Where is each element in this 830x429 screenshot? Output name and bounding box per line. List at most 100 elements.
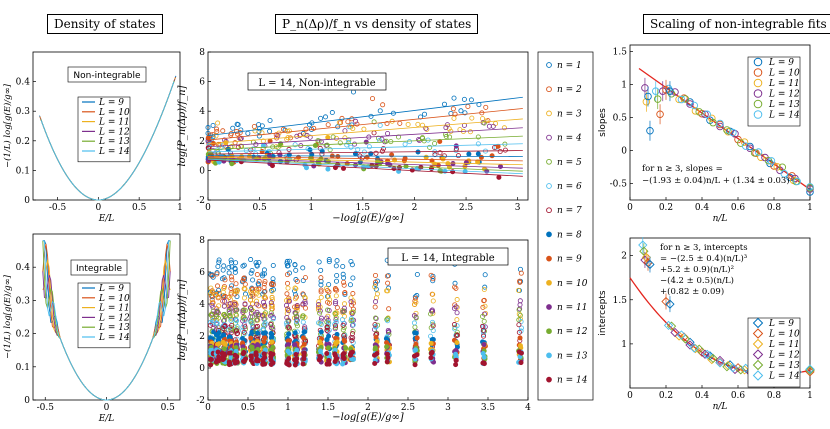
point-n5 [215, 315, 221, 321]
point-n6 [346, 124, 352, 130]
point-n2 [350, 291, 356, 297]
n-legend-box [537, 51, 594, 401]
legend-marker [752, 359, 764, 371]
point-n8 [475, 151, 481, 157]
point-n4 [453, 304, 459, 310]
legend-label: L = 9 [98, 98, 124, 108]
y-tick-label: 6 [199, 268, 205, 278]
point-n14 [240, 351, 246, 357]
point-n3 [292, 285, 298, 291]
x-tick-label: 0.5 [132, 203, 147, 213]
point-n2 [302, 305, 308, 311]
point-n7 [502, 147, 508, 153]
y-tick-label: 0 [199, 166, 205, 176]
point-n3 [372, 284, 378, 290]
fit-line-n14 [207, 159, 523, 177]
x-tick-label: 2 [412, 203, 418, 213]
legend-label: L = 13 [98, 137, 130, 147]
panel-label-box [247, 72, 387, 91]
point-n2 [342, 289, 348, 295]
n-legend-marker [546, 376, 552, 383]
point-n2 [233, 281, 239, 287]
point-n7 [297, 132, 303, 138]
point-n3 [481, 287, 487, 293]
n-legend: n = 1 n = 2 n = 3 n = 4 n = 5 n = 6 n = 7 n = 8… [537, 51, 594, 401]
x-axis-label: E/L [98, 214, 115, 224]
point-n4 [371, 326, 377, 332]
point-n1 [451, 95, 457, 101]
n-legend-marker [546, 304, 552, 310]
point-n2 [215, 283, 221, 289]
point-n4 [275, 133, 281, 139]
x-tick-label: 2.5 [401, 403, 416, 413]
point-n3 [248, 297, 254, 303]
point-n14 [481, 361, 487, 367]
point-n3 [208, 285, 214, 291]
point-n3 [446, 126, 452, 132]
slope-point-L13 [750, 149, 759, 157]
point-n5 [248, 307, 254, 313]
slope-point-L12 [746, 144, 754, 153]
slope-point-L9 [666, 87, 674, 95]
point-n4 [221, 303, 227, 309]
point-n14 [254, 358, 260, 364]
point-n3 [454, 297, 460, 303]
point-n7 [241, 329, 247, 335]
legend-marker [753, 57, 763, 67]
point-n5 [333, 324, 339, 330]
point-n6 [234, 318, 240, 324]
point-n8 [383, 336, 389, 342]
point-n1 [248, 270, 254, 276]
point-n2 [452, 284, 458, 290]
point-n1 [226, 265, 232, 271]
slope-point-L9 [646, 126, 654, 135]
point-n2 [284, 272, 290, 278]
y-tick-label: 1 [621, 340, 627, 350]
point-n3 [269, 288, 275, 294]
point-n5 [325, 307, 331, 313]
point-n11 [463, 160, 469, 166]
point-n2 [518, 270, 524, 276]
point-n14 [317, 353, 323, 359]
point-n2 [428, 272, 434, 278]
point-n6 [518, 325, 524, 331]
legend-marker [753, 78, 763, 88]
y-tick-label: 0.3 [16, 296, 31, 306]
point-n1 [248, 257, 254, 263]
point-n13 [412, 348, 418, 354]
point-n4 [333, 299, 339, 305]
panel-label-box [387, 247, 509, 266]
x-tick-label: 0 [205, 203, 211, 213]
y-tick-label: 8 [199, 236, 205, 246]
panel-label: L = 14, Non-integrable [258, 78, 375, 89]
point-n7 [233, 328, 239, 334]
point-n3 [415, 121, 421, 127]
intercept-point [665, 299, 675, 309]
point-n2 [341, 282, 347, 288]
point-n2 [294, 305, 300, 311]
point-n4 [318, 315, 324, 321]
point-n1 [226, 270, 232, 276]
point-n2 [284, 291, 290, 297]
x-tick-label: 0.4 [695, 391, 710, 401]
point-n1 [216, 257, 222, 263]
point-n2 [222, 277, 228, 283]
point-n2 [483, 104, 489, 110]
legend-marker [753, 68, 763, 77]
fit-line-n8 [207, 155, 523, 157]
point-n4 [286, 308, 292, 314]
x-tick-label: 0 [205, 403, 211, 413]
point-n1 [422, 111, 428, 117]
fit-line-n12 [207, 158, 523, 172]
point-n13 [340, 361, 346, 367]
x-tick-label: 0.8 [767, 391, 782, 401]
dos-int-axes: -0.5 0 0.5 0 0.1 0.2 0.3 0.4 E/L −(1/L) log[g(E)/… [2, 233, 181, 424]
point-n3 [469, 115, 475, 121]
n-legend-label: n = 1 [557, 61, 582, 71]
point-n4 [242, 301, 248, 307]
point-n1 [270, 276, 276, 282]
point-n3 [424, 126, 430, 132]
point-n5 [221, 311, 227, 317]
point-n7 [432, 152, 438, 158]
